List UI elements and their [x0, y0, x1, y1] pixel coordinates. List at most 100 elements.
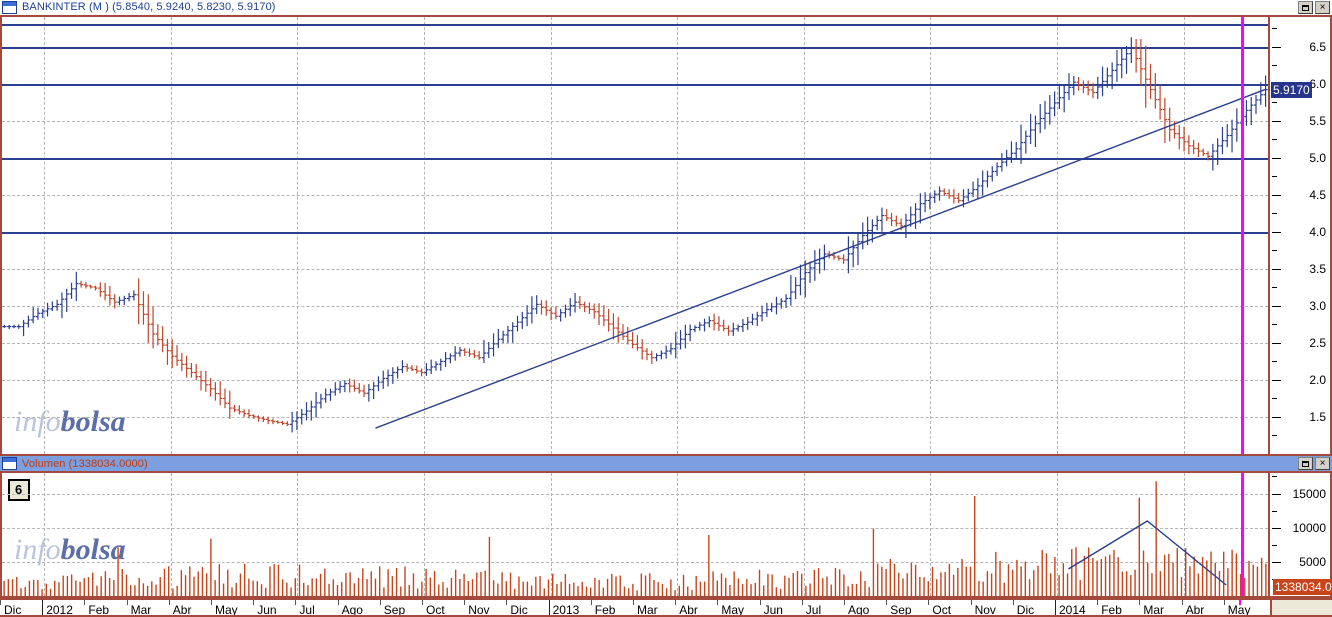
volume-gridline: [677, 473, 679, 596]
price-chart-pane[interactable]: infobolsa 1.5 2.0 2.5 3.0 3.5 4.0 4.5 5.0 5.5 6.0…: [0, 15, 1332, 456]
price-axis-tick: [1272, 46, 1281, 48]
price-pane-titlebar[interactable]: BANKINTER (M ) (5.8540, 5.9240, 5.8230, …: [0, 0, 1332, 15]
restore-button[interactable]: [1298, 457, 1313, 470]
price-axis-label: 6.5: [1309, 39, 1326, 54]
price-axis-minor-tick: [1272, 250, 1277, 252]
date-axis-tick: [379, 600, 381, 605]
volume-cursor-line[interactable]: [1241, 473, 1244, 596]
date-axis-year-tick: [42, 600, 44, 615]
document-icon: [2, 457, 17, 470]
date-axis-tick: [590, 600, 592, 605]
price-axis-tick: [1272, 342, 1281, 344]
date-axis-tick: [717, 600, 719, 605]
date-axis-label: Mar: [130, 603, 152, 617]
price-level-line[interactable]: [2, 83, 1268, 86]
price-gridline: [170, 17, 172, 454]
close-button[interactable]: ×: [1315, 457, 1330, 470]
date-axis-label: Feb: [594, 603, 616, 617]
watermark-infobolsa: infobolsa: [14, 533, 126, 566]
date-axis-tick: [844, 600, 845, 605]
restore-button[interactable]: [1298, 1, 1313, 14]
volume-plot-area[interactable]: 6 infobolsa: [2, 473, 1268, 596]
date-axis-label: Dic: [510, 603, 528, 617]
volume-axis-minor-tick: [1272, 510, 1277, 512]
price-level-line[interactable]: [2, 46, 1268, 49]
volume-axis-label: 10000: [1292, 520, 1326, 535]
volume-axis-label: 15000: [1292, 486, 1326, 501]
price-axis-label: 5.0: [1309, 150, 1326, 165]
date-axis-label: Sep: [890, 603, 912, 617]
price-plot-area[interactable]: infobolsa: [2, 17, 1268, 454]
volume-pane-title: Volumen (1338034.0000): [22, 457, 148, 470]
price-axis-minor-tick: [1272, 102, 1277, 104]
date-axis-tick: [970, 600, 972, 605]
volume-axis-tick: [1272, 527, 1281, 529]
price-gridline: [2, 194, 1268, 196]
volume-gridline: [930, 473, 932, 596]
date-axis-tick: [675, 600, 677, 605]
volume-axis-minor-tick: [1272, 544, 1277, 546]
date-axis-label: Dic: [1016, 603, 1035, 617]
date-axis-label: Jun: [257, 603, 277, 617]
price-axis-minor-tick: [1272, 361, 1277, 363]
price-level-line[interactable]: [2, 157, 1268, 160]
price-gridline: [2, 120, 1268, 122]
price-axis-minor-tick: [1272, 398, 1277, 400]
restore-icon: [1302, 4, 1309, 11]
date-axis-label: Oct: [426, 603, 445, 617]
price-pane-title: BANKINTER (M ) (5.8540, 5.9240, 5.8230, …: [22, 1, 276, 13]
price-axis-label: 4.5: [1309, 187, 1326, 202]
price-axis-minor-tick: [1272, 28, 1277, 30]
volume-chart-pane[interactable]: 6 infobolsa 5000 10000 15000 1338034.0: [0, 471, 1332, 598]
close-icon: ×: [1319, 457, 1326, 469]
date-axis-label: 2012: [46, 603, 73, 617]
date-axis-tick: [759, 600, 761, 605]
price-axis-label: 4.0: [1309, 224, 1326, 239]
date-axis-tick: [1223, 600, 1225, 605]
price-level-line[interactable]: [2, 231, 1268, 234]
price-axis-label: 3.5: [1309, 261, 1326, 276]
price-gridline: [297, 17, 299, 454]
volume-axis-tick: [1272, 493, 1281, 495]
date-axis-label: 2013: [552, 603, 580, 617]
price-axis-minor-tick: [1272, 139, 1277, 141]
volume-axis[interactable]: 5000 10000 15000 1338034.0: [1268, 473, 1332, 596]
price-cursor-line[interactable]: [1241, 17, 1244, 454]
date-axis-tick: [633, 600, 634, 605]
date-axis-cursor-tick: [1239, 600, 1241, 605]
document-icon: [2, 0, 17, 14]
close-button[interactable]: ×: [1315, 1, 1330, 14]
volume-gridline: [44, 473, 46, 596]
price-axis-label: 2.0: [1309, 372, 1326, 387]
price-axis-minor-tick: [1272, 213, 1277, 215]
volume-pane-titlebar[interactable]: Volumen (1338034.0000) ×: [0, 456, 1332, 471]
price-pane-window-buttons: ×: [1298, 1, 1330, 14]
date-axis-label: Ago: [848, 603, 870, 617]
date-axis-label: Jul: [805, 603, 822, 617]
price-level-line[interactable]: [2, 24, 1268, 27]
volume-gridline: [550, 473, 552, 596]
volume-axis-tick: [1272, 561, 1281, 563]
date-axis[interactable]: Dic 2012 Feb Mar Abr May Jun Jul Ago Sep Oct Nov Dic…: [0, 598, 1332, 617]
price-gridline: [1057, 17, 1058, 454]
date-axis-label: Dic: [4, 603, 22, 617]
volume-gridline: [2, 493, 1268, 495]
date-axis-tick: [1012, 600, 1014, 605]
price-ohlc-series: [2, 37, 1268, 433]
volume-annotation-box[interactable]: 6: [8, 479, 31, 501]
date-axis-tick: [253, 600, 255, 605]
price-axis-minor-tick: [1272, 65, 1277, 67]
price-axis[interactable]: 1.5 2.0 2.5 3.0 3.5 4.0 4.5 5.0 5.5 6.0 6.5 5.9170: [1268, 17, 1330, 454]
price-gridline: [677, 17, 679, 454]
date-axis-tick: [1139, 600, 1141, 605]
volume-gridline: [1183, 473, 1185, 596]
date-axis-label: May: [215, 603, 238, 617]
date-axis-tick: [126, 600, 128, 605]
date-axis-label: Abr: [1185, 603, 1205, 617]
date-axis-tick: [464, 600, 466, 605]
price-gridline: [2, 268, 1268, 270]
date-axis-label: Mar: [1143, 603, 1165, 617]
date-axis-tick: [506, 600, 508, 605]
date-axis-tick: [801, 600, 803, 605]
